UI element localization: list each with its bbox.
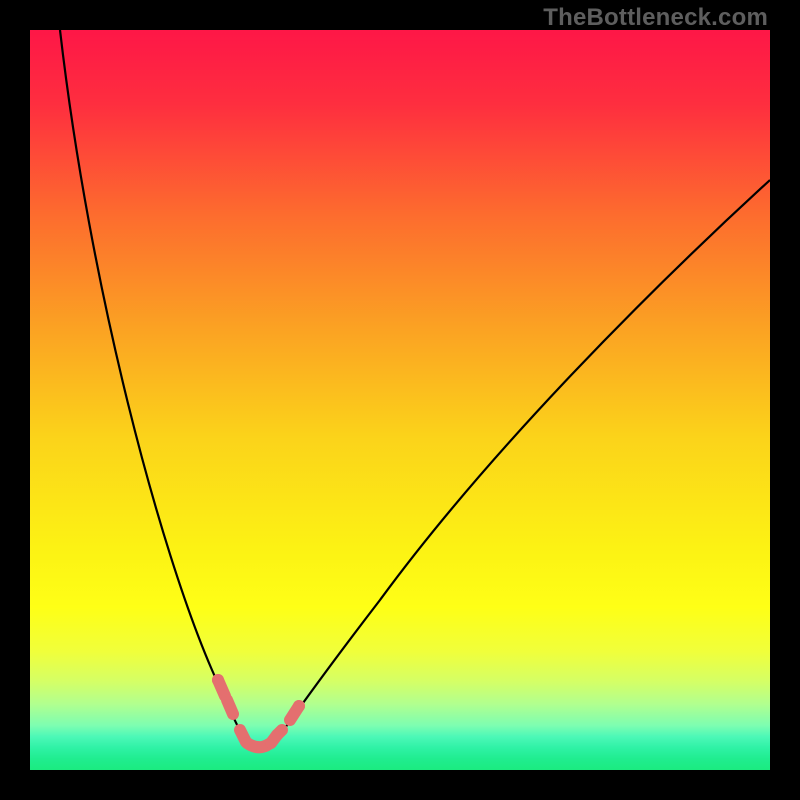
curve-right-branch — [273, 180, 770, 742]
plot-area — [30, 30, 770, 770]
outer-frame: TheBottleneck.com — [0, 0, 800, 800]
curve-layer — [30, 30, 770, 770]
curve-left-branch — [60, 30, 246, 742]
highlight-dot-0 — [212, 674, 224, 686]
highlight-segment-5 — [277, 730, 282, 735]
watermark-text: TheBottleneck.com — [543, 4, 768, 32]
highlight-segment-1 — [227, 700, 233, 714]
highlight-dot-1 — [293, 700, 305, 712]
